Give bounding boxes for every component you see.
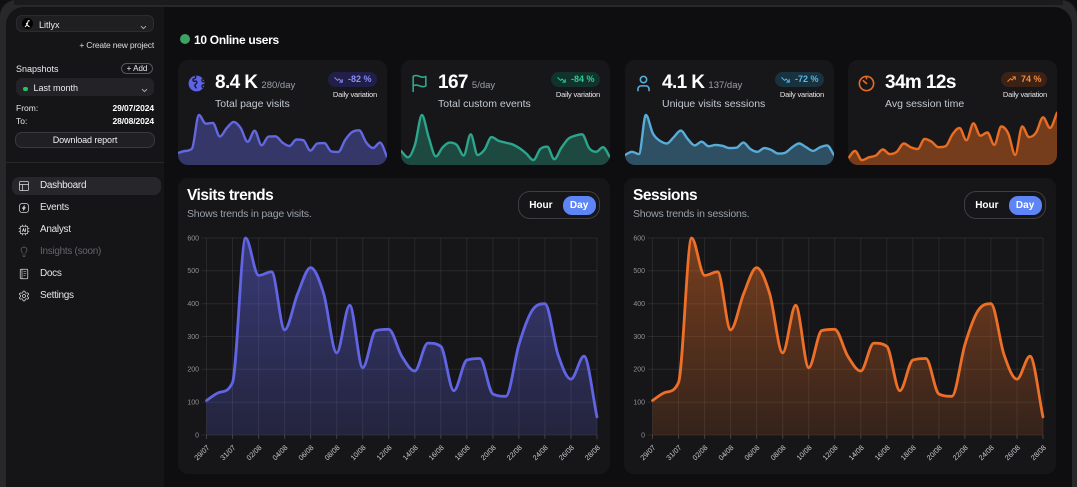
svg-text:0: 0 <box>195 432 199 439</box>
svg-text:0: 0 <box>641 432 645 439</box>
svg-text:06/08: 06/08 <box>742 443 761 462</box>
svg-text:14/08: 14/08 <box>401 443 420 462</box>
svg-text:300: 300 <box>633 334 645 341</box>
svg-text:400: 400 <box>633 301 645 308</box>
svg-text:04/08: 04/08 <box>716 443 735 462</box>
svg-text:16/08: 16/08 <box>427 443 446 462</box>
svg-text:22/08: 22/08 <box>505 443 524 462</box>
svg-text:28/08: 28/08 <box>1029 443 1048 462</box>
svg-text:12/08: 12/08 <box>821 443 840 462</box>
svg-text:14/08: 14/08 <box>847 443 866 462</box>
svg-text:10/08: 10/08 <box>795 443 814 462</box>
svg-text:29/07: 29/07 <box>192 443 211 462</box>
svg-text:24/08: 24/08 <box>531 443 550 462</box>
svg-text:28/08: 28/08 <box>583 443 602 462</box>
svg-text:20/08: 20/08 <box>925 443 944 462</box>
svg-text:02/08: 02/08 <box>244 443 263 462</box>
svg-text:300: 300 <box>187 334 199 341</box>
svg-text:500: 500 <box>633 268 645 275</box>
svg-text:400: 400 <box>187 301 199 308</box>
svg-text:06/08: 06/08 <box>296 443 315 462</box>
svg-text:600: 600 <box>187 235 199 242</box>
svg-text:100: 100 <box>187 400 199 407</box>
svg-text:200: 200 <box>187 367 199 374</box>
svg-text:600: 600 <box>633 235 645 242</box>
svg-text:26/08: 26/08 <box>1003 443 1022 462</box>
svg-text:02/08: 02/08 <box>690 443 709 462</box>
svg-text:20/08: 20/08 <box>479 443 498 462</box>
svg-text:24/08: 24/08 <box>977 443 996 462</box>
svg-text:31/07: 31/07 <box>218 443 237 462</box>
svg-text:200: 200 <box>633 367 645 374</box>
svg-text:29/07: 29/07 <box>638 443 657 462</box>
svg-text:100: 100 <box>633 400 645 407</box>
svg-text:16/08: 16/08 <box>873 443 892 462</box>
svg-text:10/08: 10/08 <box>349 443 368 462</box>
svg-text:26/08: 26/08 <box>557 443 576 462</box>
svg-text:31/07: 31/07 <box>664 443 683 462</box>
svg-text:18/08: 18/08 <box>899 443 918 462</box>
svg-text:500: 500 <box>187 268 199 275</box>
svg-text:22/08: 22/08 <box>951 443 970 462</box>
svg-text:18/08: 18/08 <box>453 443 472 462</box>
svg-text:12/08: 12/08 <box>375 443 394 462</box>
svg-text:08/08: 08/08 <box>769 443 788 462</box>
svg-text:08/08: 08/08 <box>323 443 342 462</box>
svg-text:04/08: 04/08 <box>270 443 289 462</box>
